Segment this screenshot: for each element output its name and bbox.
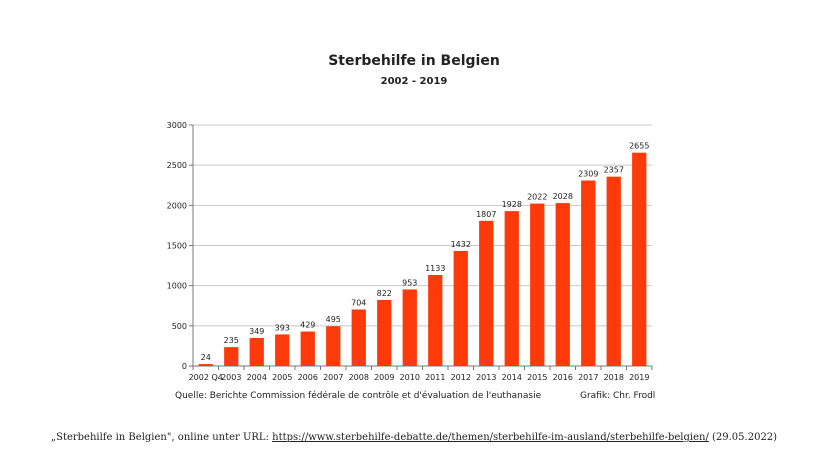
x-tick-label: 2018 <box>604 373 624 382</box>
x-tick-label: 2012 <box>451 373 471 382</box>
y-tick-label: 2500 <box>167 161 187 170</box>
x-tick-label: 2002 Q4 <box>189 373 223 382</box>
x-tick-label: 2011 <box>425 373 445 382</box>
bar <box>224 347 239 366</box>
data-label: 704 <box>351 298 366 307</box>
data-label: 1432 <box>451 240 471 249</box>
y-tick-label: 3000 <box>167 121 187 130</box>
data-label: 349 <box>249 327 264 336</box>
bar <box>377 299 392 366</box>
x-tick-label: 2017 <box>578 373 598 382</box>
data-label: 2028 <box>553 192 573 201</box>
data-label: 24 <box>201 353 211 362</box>
bar <box>453 250 468 366</box>
data-label: 429 <box>300 321 315 330</box>
x-tick-label: 2015 <box>527 373 547 382</box>
axes <box>189 124 653 370</box>
bar <box>479 220 494 366</box>
bar <box>198 364 213 366</box>
x-tick-label: 2007 <box>323 373 343 382</box>
x-tick-label: 2008 <box>349 373 369 382</box>
credit-note: Grafik: Chr. Frodl <box>580 391 656 401</box>
bar <box>581 180 596 366</box>
data-label: 2357 <box>604 166 624 175</box>
citation: „Sterbehilfe in Belgien", online unter U… <box>0 432 828 443</box>
y-tick-label: 500 <box>172 322 187 331</box>
x-tick-label: 2013 <box>476 373 496 382</box>
y-tick-labels: 0 500 1000 1500 2000 2500 3000 <box>167 121 187 371</box>
x-tick-label: 2019 <box>629 373 649 382</box>
data-label: 495 <box>326 315 341 324</box>
x-tick-label: 2003 <box>221 373 241 382</box>
y-tick-label: 2000 <box>167 201 187 210</box>
chart-title: Sterbehilfe in Belgien <box>328 53 500 69</box>
bar <box>632 152 647 366</box>
chart-subtitle: 2002 - 2019 <box>380 76 448 87</box>
data-label: 822 <box>377 289 392 298</box>
data-label: 2309 <box>578 170 598 179</box>
citation-link[interactable]: https://www.sterbehilfe-debatte.de/theme… <box>272 432 709 443</box>
x-tick-label: 2005 <box>272 373 292 382</box>
data-label: 393 <box>275 323 290 332</box>
x-tick-label: 2014 <box>502 373 522 382</box>
y-tick-label: 0 <box>182 362 187 371</box>
x-tick-label: 2010 <box>400 373 420 382</box>
bar <box>402 289 417 366</box>
bar <box>606 176 621 366</box>
citation-suffix: (29.05.2022) <box>708 432 778 443</box>
x-tick-label: 2016 <box>553 373 573 382</box>
source-note: Quelle: Berichte Commission fédérale de … <box>175 391 542 401</box>
bar <box>326 326 341 366</box>
x-tick-label: 2009 <box>374 373 394 382</box>
data-label: 235 <box>224 336 239 345</box>
data-label: 2655 <box>629 142 649 151</box>
citation-prefix: „Sterbehilfe in Belgien", online unter U… <box>50 432 273 443</box>
bar <box>300 331 315 366</box>
data-label: 1928 <box>502 200 522 209</box>
bar <box>555 203 570 366</box>
bars <box>198 152 647 366</box>
bar <box>428 274 443 366</box>
data-labels: 24 235 349 393 429 495 704 822 953 1133 1432 1807 19… <box>201 142 650 362</box>
data-label: 2022 <box>527 193 547 202</box>
data-label: 1807 <box>476 210 496 219</box>
data-label: 1133 <box>425 264 445 273</box>
x-tick-label: 2006 <box>298 373 318 382</box>
bar <box>504 211 519 366</box>
bar <box>275 334 290 366</box>
x-tick-label: 2004 <box>247 373 267 382</box>
data-label: 953 <box>402 278 417 287</box>
bar <box>530 203 545 366</box>
y-tick-label: 1000 <box>167 282 187 291</box>
bar <box>351 309 366 366</box>
bar <box>249 337 264 366</box>
y-tick-label: 1500 <box>167 242 187 251</box>
